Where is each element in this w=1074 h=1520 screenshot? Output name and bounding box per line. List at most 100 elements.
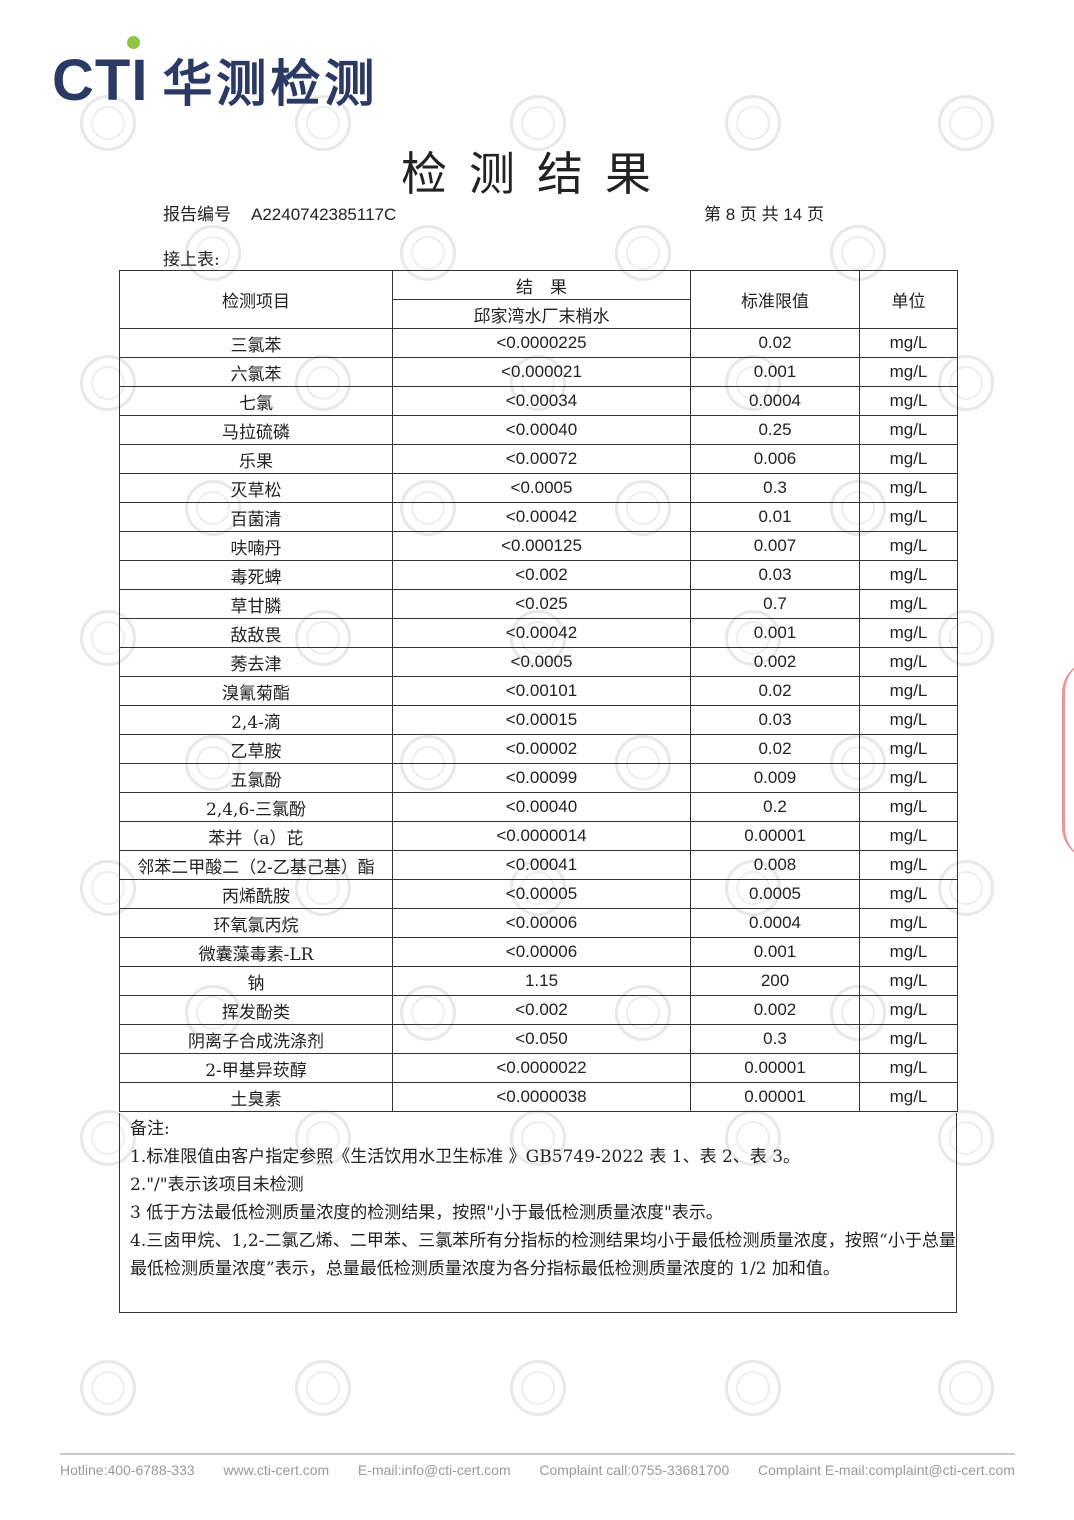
table-row: 敌敌畏 <0.00042 0.001 mg/L xyxy=(119,618,958,648)
item-name: 草甘膦 xyxy=(119,589,393,619)
result-value: <0.00006 xyxy=(392,908,691,938)
unit: mg/L xyxy=(859,879,958,909)
limit-value: 0.001 xyxy=(690,357,860,387)
unit: mg/L xyxy=(859,850,958,880)
result-value: <0.00041 xyxy=(392,850,691,880)
item-name: 莠去津 xyxy=(119,647,393,677)
limit-value: 0.00001 xyxy=(690,1053,860,1083)
unit: mg/L xyxy=(859,676,958,706)
item-name: 五氯酚 xyxy=(119,763,393,793)
report-number-value: A2240742385117C xyxy=(251,205,397,224)
unit: mg/L xyxy=(859,444,958,474)
item-name: 邻苯二甲酸二（2-乙基己基）酯 xyxy=(119,850,393,880)
unit: mg/L xyxy=(859,1024,958,1054)
table-row: 莠去津 <0.0005 0.002 mg/L xyxy=(119,647,958,677)
footer-complaint-email: Complaint E-mail:complaint@cti-cert.com xyxy=(758,1462,1015,1478)
header-item: 检测项目 xyxy=(119,270,393,329)
limit-value: 0.001 xyxy=(690,618,860,648)
unit: mg/L xyxy=(859,357,958,387)
note-line: 2."/"表示该项目未检测 xyxy=(130,1175,304,1195)
item-name: 呋喃丹 xyxy=(119,531,393,561)
unit: mg/L xyxy=(859,995,958,1025)
result-value: <0.025 xyxy=(392,589,691,619)
unit: mg/L xyxy=(859,734,958,764)
limit-value: 0.3 xyxy=(690,1024,860,1054)
watermark-icon xyxy=(938,1360,994,1416)
unit: mg/L xyxy=(859,473,958,503)
report-number-label: 报告编号 xyxy=(163,205,231,225)
result-value: <0.050 xyxy=(392,1024,691,1054)
limit-value: 0.03 xyxy=(690,560,860,590)
unit: mg/L xyxy=(859,560,958,590)
watermark-icon xyxy=(725,1110,781,1166)
watermark-icon xyxy=(295,1110,351,1166)
item-name: 环氧氯丙烷 xyxy=(119,908,393,938)
footer-website: www.cti-cert.com xyxy=(223,1462,330,1478)
note-line: 4.三卤甲烷、1,2-二氯乙烯、二甲苯、三氯苯所有分指标的检测结果均小于最低检测… xyxy=(130,1231,956,1279)
report-number: 报告编号 A2240742385117C xyxy=(163,200,396,225)
limit-value: 0.02 xyxy=(690,734,860,764)
limit-value: 0.002 xyxy=(690,995,860,1025)
footer-divider xyxy=(60,1453,1015,1455)
table-row: 溴氰菊酯 <0.00101 0.02 mg/L xyxy=(119,676,958,706)
result-value: <0.00040 xyxy=(392,792,691,822)
limit-value: 0.0005 xyxy=(690,879,860,909)
limit-value: 0.007 xyxy=(690,531,860,561)
result-value: <0.00040 xyxy=(392,415,691,445)
table-row: 环氧氯丙烷 <0.00006 0.0004 mg/L xyxy=(119,908,958,938)
table-row: 丙烯酰胺 <0.00005 0.0005 mg/L xyxy=(119,879,958,909)
result-value: <0.00005 xyxy=(392,879,691,909)
unit: mg/L xyxy=(859,792,958,822)
limit-value: 0.3 xyxy=(690,473,860,503)
footer-email: E-mail:info@cti-cert.com xyxy=(357,1462,511,1478)
header-unit: 单位 xyxy=(859,270,958,329)
watermark-icon xyxy=(938,95,994,151)
table-row: 乐果 <0.00072 0.006 mg/L xyxy=(119,444,958,474)
limit-value: 0.03 xyxy=(690,705,860,735)
table-row: 六氯苯 <0.000021 0.001 mg/L xyxy=(119,357,958,387)
unit: mg/L xyxy=(859,705,958,735)
notes-heading: 备注: xyxy=(130,1119,170,1139)
limit-value: 0.0004 xyxy=(690,386,860,416)
result-value: <0.0000022 xyxy=(392,1053,691,1083)
item-name: 2,4-滴 xyxy=(119,705,393,735)
watermark-icon xyxy=(80,1110,136,1166)
table-row: 毒死蜱 <0.002 0.03 mg/L xyxy=(119,560,958,590)
table-row: 2,4,6-三氯酚 <0.00040 0.2 mg/L xyxy=(119,792,958,822)
watermark-icon xyxy=(510,1360,566,1416)
table-row: 2,4-滴 <0.00015 0.03 mg/L xyxy=(119,705,958,735)
item-name: 六氯苯 xyxy=(119,357,393,387)
result-value: <0.0000038 xyxy=(392,1082,691,1112)
table-row: 土臭素 <0.0000038 0.00001 mg/L xyxy=(119,1082,958,1112)
unit: mg/L xyxy=(859,763,958,793)
result-value: 1.15 xyxy=(392,966,691,996)
result-value: <0.0000014 xyxy=(392,821,691,851)
limit-value: 0.006 xyxy=(690,444,860,474)
table-row: 百菌清 <0.00042 0.01 mg/L xyxy=(119,502,958,532)
unit: mg/L xyxy=(859,1082,958,1112)
table-row: 微囊藻毒素-LR <0.00006 0.001 mg/L xyxy=(119,937,958,967)
result-value: <0.00006 xyxy=(392,937,691,967)
watermark-icon xyxy=(80,95,136,151)
item-name: 七氯 xyxy=(119,386,393,416)
limit-value: 0.7 xyxy=(690,589,860,619)
seal-fragment xyxy=(1062,660,1074,860)
item-name: 毒死蜱 xyxy=(119,560,393,590)
logo-text: CTI xyxy=(52,47,149,113)
item-name: 乙草胺 xyxy=(119,734,393,764)
result-value: <0.00015 xyxy=(392,705,691,735)
results-table: 检测项目 结 果 标准限值 单位 邱家湾水厂末梢水 三氯苯 <0.0000225 0… xyxy=(119,270,958,1112)
limit-value: 0.25 xyxy=(690,415,860,445)
limit-value: 0.009 xyxy=(690,763,860,793)
unit: mg/L xyxy=(859,821,958,851)
watermark-icon xyxy=(938,1110,994,1166)
result-value: <0.00072 xyxy=(392,444,691,474)
result-value: <0.00042 xyxy=(392,502,691,532)
result-value: <0.000125 xyxy=(392,531,691,561)
unit: mg/L xyxy=(859,908,958,938)
table-row: 钠 1.15 200 mg/L xyxy=(119,966,958,996)
result-value: <0.00002 xyxy=(392,734,691,764)
item-name: 微囊藻毒素-LR xyxy=(119,937,393,967)
unit: mg/L xyxy=(859,531,958,561)
logo-dot-icon xyxy=(127,36,140,49)
